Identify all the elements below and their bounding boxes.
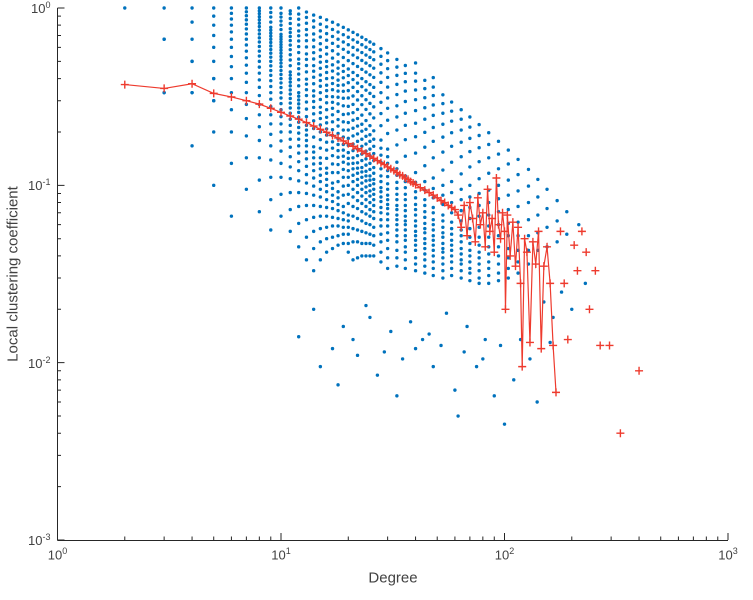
x-axis-label: Degree bbox=[368, 569, 418, 587]
y-tick-label-1: 10-2 bbox=[28, 354, 51, 371]
x-tick-label-3: 103 bbox=[718, 546, 738, 563]
x-tick-label-2: 102 bbox=[494, 546, 515, 563]
y-tick-label-3: 100 bbox=[31, 0, 51, 17]
x-tick-label-0: 100 bbox=[47, 546, 68, 563]
y-tick-label-2: 10-1 bbox=[28, 177, 51, 194]
y-tick-label-0: 10-3 bbox=[28, 531, 51, 549]
y-axis-label: Local clustering coefficient bbox=[4, 186, 22, 362]
x-tick-label-1: 101 bbox=[271, 546, 291, 563]
